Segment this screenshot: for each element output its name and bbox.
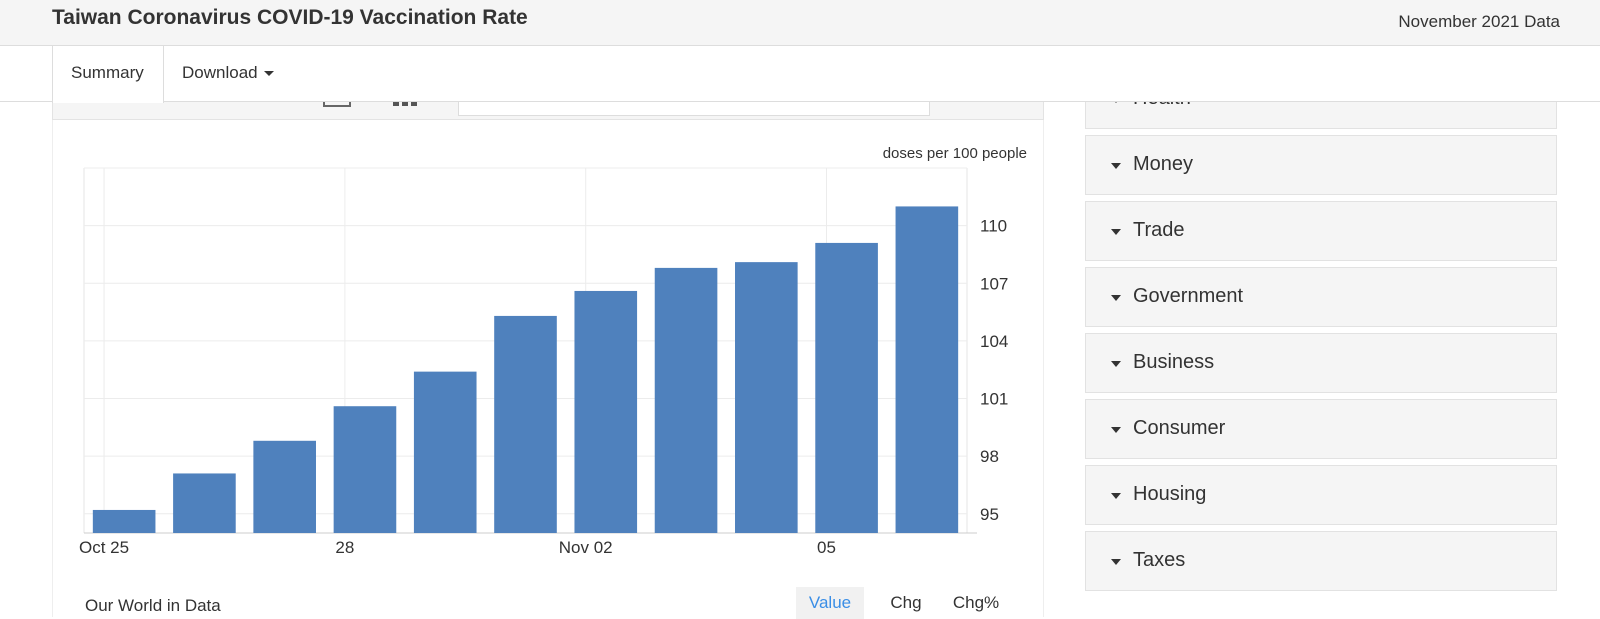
bar[interactable] xyxy=(895,206,959,533)
unit-label: doses per 100 people xyxy=(883,145,1027,162)
bar[interactable] xyxy=(253,440,316,533)
sidebar-item-government[interactable]: Government xyxy=(1085,267,1557,327)
title-bar: Taiwan Coronavirus COVID-19 Vaccination … xyxy=(0,0,1600,46)
caret-down-icon xyxy=(1111,493,1121,499)
sidebar-item-label: Money xyxy=(1133,153,1194,175)
x-tick-label: 28 xyxy=(335,538,354,557)
sidebar-item-business[interactable]: Business xyxy=(1085,333,1557,393)
x-axis-ticks: Oct 25 28 Nov 02 05 xyxy=(79,538,836,557)
bar[interactable] xyxy=(735,262,798,533)
sidebar-item-money[interactable]: Money xyxy=(1085,135,1557,195)
sidebar-item-label: Consumer xyxy=(1133,417,1226,439)
bar-chart-icon[interactable] xyxy=(393,102,417,106)
sidebar-item-taxes[interactable]: Taxes xyxy=(1085,531,1557,591)
value-button[interactable]: Value xyxy=(796,587,864,619)
x-tick-label: Nov 02 xyxy=(559,538,613,557)
y-axis-ticks: 95 98 101 104 107 110 xyxy=(980,217,1008,524)
caret-down-icon xyxy=(1111,559,1121,565)
caret-down-icon xyxy=(1111,163,1121,169)
sidebar-item-label: Government xyxy=(1133,285,1244,307)
y-tick-label: 110 xyxy=(980,217,1007,236)
compare-input[interactable] xyxy=(458,102,930,116)
data-date-label: November 2021 Data xyxy=(1398,12,1560,31)
sidebar-item-consumer[interactable]: Consumer xyxy=(1085,399,1557,459)
tab-download-label: Download xyxy=(182,63,258,82)
caret-down-icon xyxy=(1111,295,1121,301)
bar[interactable] xyxy=(815,242,878,533)
caret-down-icon xyxy=(1111,427,1121,433)
chart-toolbar xyxy=(52,102,1044,120)
caret-down-icon xyxy=(1111,361,1121,367)
bar[interactable] xyxy=(173,473,236,533)
caret-down-icon xyxy=(1111,229,1121,235)
y-tick-label: 95 xyxy=(980,505,999,524)
sidebar-item-label: Housing xyxy=(1133,483,1207,505)
bar[interactable] xyxy=(413,371,477,533)
sidebar-item-housing[interactable]: Housing xyxy=(1085,465,1557,525)
sidebar-item-label: Taxes xyxy=(1133,549,1186,571)
chg-button[interactable]: Chg xyxy=(890,593,922,612)
sidebar-item-label: Trade xyxy=(1133,219,1185,241)
bar-chart: 95 98 101 104 107 110 Oct 25 28 Nov 02 05 doses … xyxy=(79,145,1027,557)
x-tick-label: 05 xyxy=(817,538,836,557)
chg-percent-button[interactable]: Chg% xyxy=(952,593,1000,612)
nav-bar: Summary Download xyxy=(0,46,1600,103)
tab-summary-label: Summary xyxy=(71,63,144,82)
page-title: Taiwan Coronavirus COVID-19 Vaccination … xyxy=(52,6,528,29)
calendar-icon[interactable] xyxy=(323,102,351,107)
y-tick-label: 107 xyxy=(980,274,1008,293)
bar[interactable] xyxy=(494,315,557,533)
bar[interactable] xyxy=(654,267,718,533)
chart-panel: 95 98 101 104 107 110 Oct 25 28 Nov 02 05 doses … xyxy=(52,120,1044,617)
data-source-label: Our World in Data xyxy=(85,596,221,615)
y-tick-label: 101 xyxy=(980,390,1008,409)
y-tick-label: 98 xyxy=(980,447,999,466)
bar[interactable] xyxy=(92,509,156,533)
tab-summary[interactable]: Summary xyxy=(52,46,164,103)
chart-bars xyxy=(92,206,959,533)
tab-download[interactable]: Download xyxy=(164,46,292,102)
caret-down-icon xyxy=(263,71,274,77)
sidebar-item-trade[interactable]: Trade xyxy=(1085,201,1557,261)
bar[interactable] xyxy=(574,290,638,533)
bar[interactable] xyxy=(333,406,397,533)
x-tick-label: Oct 25 xyxy=(79,538,129,557)
y-tick-label: 104 xyxy=(980,332,1008,351)
sidebar-item-label: Business xyxy=(1133,351,1215,373)
